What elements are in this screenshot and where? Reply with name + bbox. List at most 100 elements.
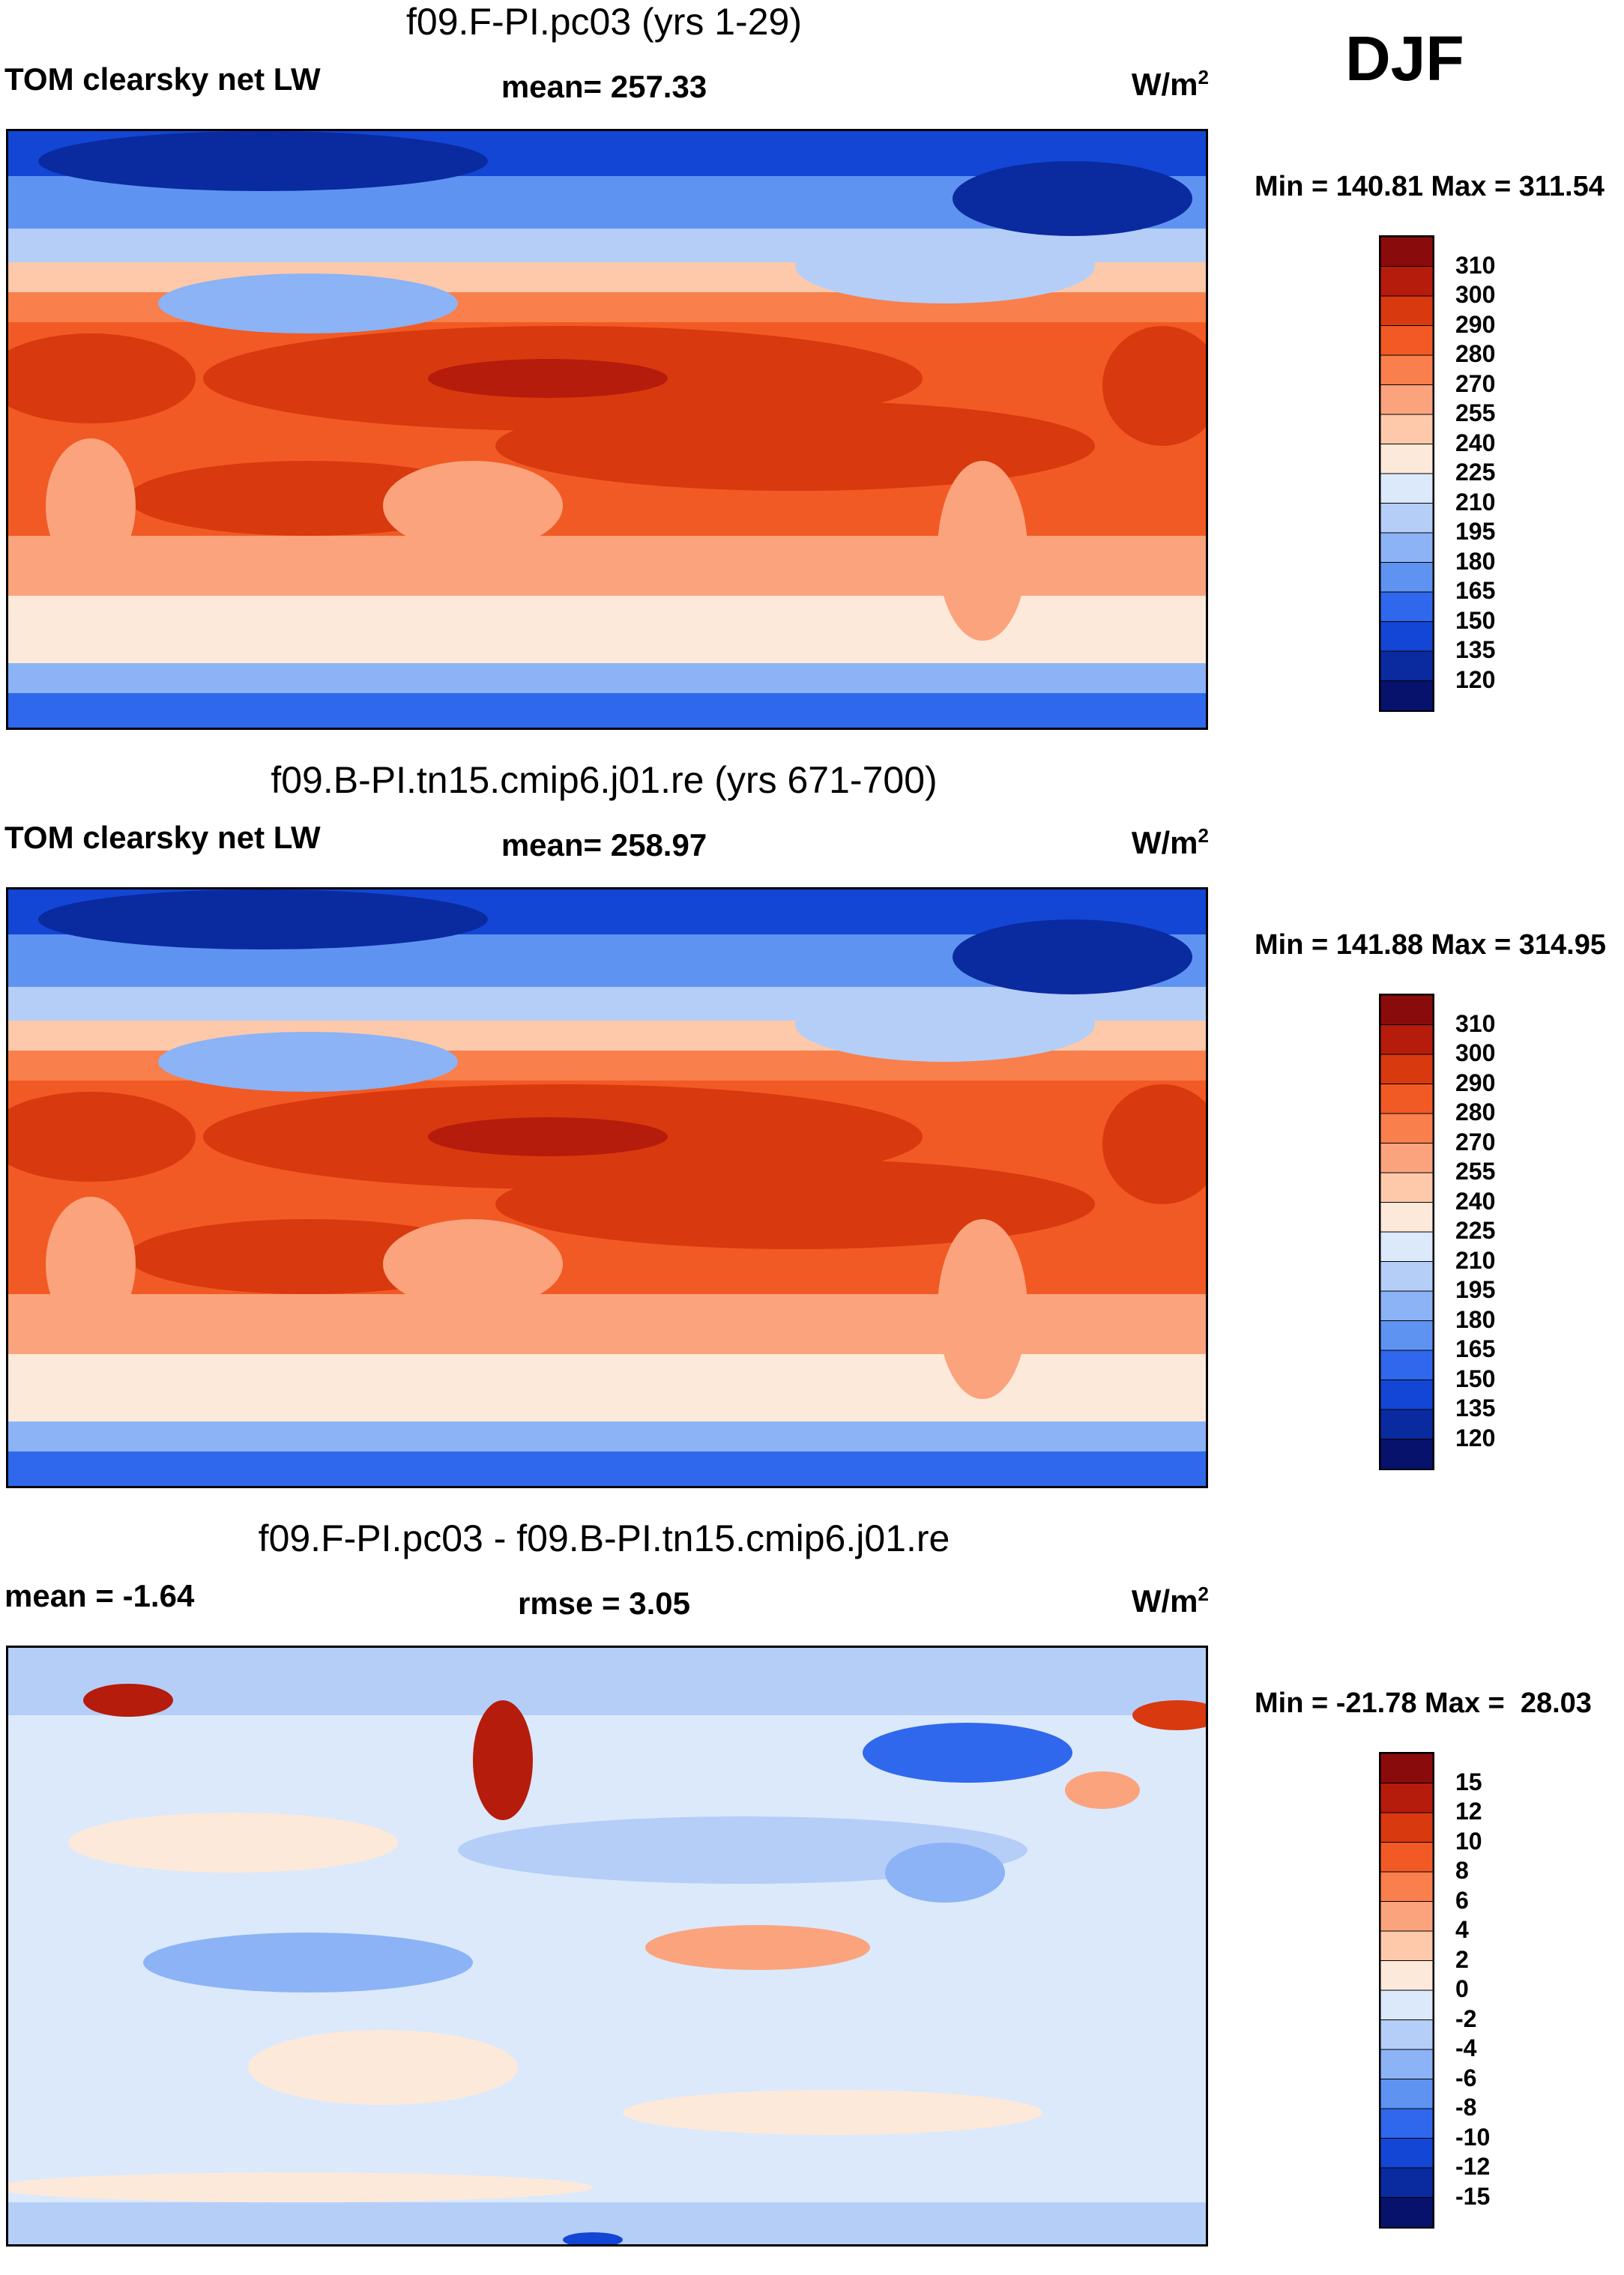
colorbar-tick-label: 210 [1455,488,1496,516]
map-plot [6,887,1208,1488]
colorbar-tick-label: 225 [1455,459,1496,486]
map-field-blob [495,1159,1095,1249]
colorbar-segment [1380,2049,1433,2080]
colorbar-segment [1380,473,1433,504]
colorbar-segment [1380,1842,1433,1873]
map-field-blob [428,359,668,398]
map-field-blob [795,987,1095,1062]
map-band [8,1451,1206,1486]
units-label: W/m2 [1132,1583,1209,1619]
units-superscript: 2 [1198,66,1209,88]
units-text: W/m [1131,67,1198,102]
map-field-blob [38,131,488,191]
map-field-blob [938,461,1027,641]
colorbar-segment [1380,1350,1433,1381]
map-field-blob [46,438,136,573]
map-field-blob [885,1843,1005,1903]
panel-2: f09.B-PI.tn15.cmip6.j01.re (yrs 671-700)… [0,758,1624,1517]
minmax-label: Min = 141.88 Max = 314.95 [1255,929,1606,961]
colorbar-svg [1380,995,1433,1469]
colorbar-segment [1380,1024,1433,1055]
colorbar-tick-label: 135 [1455,636,1496,663]
colorbar-segment [1380,1990,1433,2021]
map-field-blob [495,401,1095,491]
colorbar-tick-label: -2 [1455,2004,1477,2032]
colorbar-tick-label: -4 [1455,2034,1477,2061]
colorbar-tick-label: 0 [1455,1975,1469,2002]
map-field-blob [8,2172,593,2202]
colorbar-tick-label: 240 [1455,1187,1496,1215]
colorbar-segment [1380,1202,1433,1233]
map-field-blob [1132,1700,1206,1730]
units-superscript: 2 [1198,824,1209,847]
colorbar-segment [1380,444,1433,474]
colorbar-tick-label: 180 [1455,1305,1496,1333]
units-text: W/m [1131,1583,1198,1619]
units-superscript: 2 [1198,1583,1209,1605]
colorbar-tick-label: 255 [1455,399,1496,426]
map-band [8,1354,1206,1422]
colorbar-segment [1380,1054,1433,1085]
map-field-blob [143,1933,473,1992]
colorbar-tick-label: 180 [1455,547,1496,575]
map-field-blob [863,1723,1072,1783]
colorbar-segment [1380,1409,1433,1440]
colorbar-segment [1380,2079,1433,2109]
colorbar-tick-label: 150 [1455,1365,1496,1392]
colorbar-segment [1380,1172,1433,1203]
colorbar-svg [1380,1753,1433,2227]
map-field-blob [1102,1084,1206,1204]
colorbar-tick-label: 300 [1455,281,1496,308]
panel-3: f09.F-PI.pc03 - f09.B-PI.tn15.cmip6.j01.… [0,1517,1624,2275]
colorbar-segment [1380,266,1433,297]
map-field-blob [1065,1771,1140,1809]
colorbar-segment [1380,1930,1433,1962]
colorbar-tick-label: -15 [1455,2182,1491,2210]
colorbar-segment [1380,680,1433,710]
colorbar-tick-label: 165 [1455,1335,1496,1362]
map-field-blob [8,333,196,423]
colorbar-tick-label: -6 [1455,2064,1477,2091]
map-field-blob [158,1032,458,1092]
map-field-blob [953,919,1192,994]
map-band [8,596,1206,663]
mean-label: mean= 258.97 [501,827,707,862]
map-field-blob [383,1219,563,1309]
colorbar-tick-label: 165 [1455,577,1496,604]
colorbar-tick-label: 135 [1455,1395,1496,1422]
colorbar-segment [1380,2167,1433,2199]
colorbar-tick-label: 240 [1455,429,1496,456]
colorbar-segment [1380,591,1433,623]
colorbar-tick-label: 290 [1455,1069,1496,1096]
panel-title: f09.F-PI.pc03 (yrs 1-29) [406,1,802,43]
colorbar [1379,235,1434,712]
map-field-blob [46,1197,136,1332]
mean-label: mean= 257.33 [501,69,707,104]
map-field-blob [8,1092,196,1182]
colorbar-segment [1380,503,1433,534]
colorbar-tick-label: 310 [1455,251,1496,279]
map-field-blob [83,1684,173,1717]
colorbar-segment [1380,354,1433,386]
colorbar-tick-label: 8 [1455,1857,1469,1884]
colorbar-segment [1380,1320,1433,1351]
map-plot [6,129,1208,730]
colorbar-segment [1380,325,1433,356]
map-field-blob [38,889,488,949]
map-field-blob [68,1813,398,1873]
colorbar [1379,994,1434,1470]
colorbar-segment [1380,1084,1433,1114]
colorbar-segment [1380,562,1433,593]
units-text: W/m [1131,825,1198,860]
minmax-label: Min = -21.78 Max = 28.03 [1255,1688,1592,1719]
map-svg [8,131,1206,728]
colorbar-segment [1380,995,1433,1026]
units-label: W/m2 [1132,824,1209,861]
panel-1: f09.F-PI.pc03 (yrs 1-29) TOM clearsky ne… [0,0,1624,758]
colorbar-tick-label: 12 [1455,1798,1482,1825]
colorbar-segment [1380,1901,1433,1932]
colorbar-tick-label: 15 [1455,1768,1482,1795]
colorbar-tick-label: -12 [1455,2153,1491,2180]
colorbar-tick-label: 280 [1455,340,1496,367]
colorbar-tick-label: 270 [1455,369,1496,397]
